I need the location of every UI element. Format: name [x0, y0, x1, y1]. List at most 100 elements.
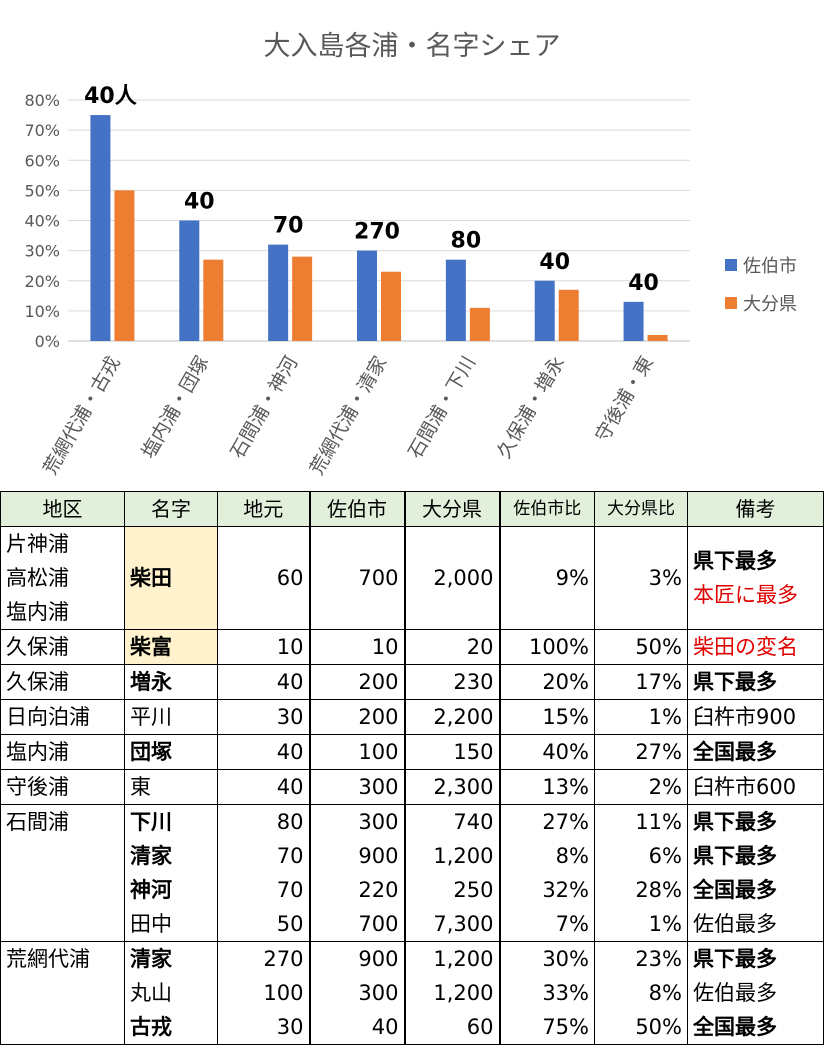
- cell-note: 全国最多: [687, 873, 824, 907]
- cell-saiki: 700: [308, 526, 406, 630]
- cell-name: 下川: [124, 804, 218, 839]
- cell-saiki-ratio: 13%: [499, 769, 595, 805]
- table-header-row: 地区 名字 地元 佐伯市 大分県 佐伯市比 大分県比 備考: [0, 491, 824, 527]
- cell-saiki-ratio: 40%: [499, 734, 595, 770]
- cell-saiki: 700: [308, 907, 406, 942]
- cell-line: 県下最多: [693, 947, 777, 971]
- header-oita-ratio: 大分県比: [594, 491, 688, 527]
- cell-oita-ratio: 27%: [594, 734, 688, 770]
- cell-name: 古戎: [124, 1010, 218, 1045]
- cell-line: 本匠に最多: [693, 583, 798, 607]
- bar-saiki: [623, 301, 644, 341]
- bar-oita: [292, 256, 313, 341]
- table-row: 清家 70 900 1,200 8% 6% 県下最多: [0, 839, 824, 873]
- cell-name: 清家: [124, 839, 218, 873]
- y-tick-label: 30%: [24, 242, 60, 261]
- cell-area: [0, 1010, 125, 1045]
- y-tick-label: 0%: [35, 332, 60, 351]
- cell-note: 全国最多: [687, 1010, 824, 1045]
- header-saiki-ratio: 佐伯市比: [499, 491, 595, 527]
- cell-saiki: 300: [308, 976, 406, 1010]
- cell-saiki: 900: [308, 839, 406, 873]
- data-label: 40人: [84, 84, 137, 109]
- legend-swatch: [725, 297, 737, 309]
- cell-local: 80: [217, 804, 310, 839]
- bar-saiki: [179, 220, 200, 341]
- cell-name: 丸山: [124, 976, 218, 1010]
- table-row: 久保浦 増永 40 200 230 20% 17% 県下最多: [0, 664, 824, 700]
- surname-table: 地区 名字 地元 佐伯市 大分県 佐伯市比 大分県比 備考 片神浦 高松浦 塩内浦柴…: [0, 491, 824, 1045]
- cell-area: [0, 839, 125, 873]
- cell-local: 100: [217, 976, 310, 1010]
- cell-oita: 1,200: [403, 941, 501, 976]
- table-row: 塩内浦 団塚 40 100 150 40% 27% 全国最多: [0, 734, 824, 770]
- legend-label: 佐伯市: [743, 256, 797, 277]
- bars: [90, 115, 668, 341]
- cell-oita: 1,200: [403, 839, 501, 873]
- header-area: 地区: [0, 491, 125, 527]
- cell-line: 久保浦: [6, 635, 69, 659]
- cell-saiki-ratio: 15%: [499, 699, 595, 735]
- data-label: 80: [451, 229, 482, 254]
- cell-line: 県下最多: [693, 670, 777, 694]
- table-row: 守後浦 東 40 300 2,300 13% 2% 臼杵市600: [0, 769, 824, 805]
- y-axis-ticks: 0% 10% 20% 30% 40% 50% 60% 70% 80%: [24, 91, 60, 351]
- cell-local: 40: [217, 734, 310, 770]
- cell-local: 60: [217, 526, 310, 630]
- cell-saiki-ratio: 75%: [499, 1010, 595, 1045]
- cell-area: 塩内浦: [0, 734, 125, 770]
- cell-oita-ratio: 1%: [594, 907, 688, 942]
- cell-line: 臼杵市900: [693, 705, 797, 729]
- cell-line: 高松浦: [6, 566, 69, 590]
- cell-line: 臼杵市600: [693, 775, 797, 799]
- cell-area: 日向泊浦: [0, 699, 125, 735]
- bar-saiki: [268, 244, 289, 341]
- cell-saiki: 220: [308, 873, 406, 907]
- cell-oita: 230: [403, 664, 501, 700]
- cell-line: 全国最多: [693, 740, 777, 764]
- bar-oita: [114, 190, 135, 341]
- cell-local: 70: [217, 839, 310, 873]
- cell-oita-ratio: 23%: [594, 941, 688, 976]
- y-tick-label: 80%: [24, 91, 60, 110]
- cell-local: 70: [217, 873, 310, 907]
- data-label: 40: [628, 271, 659, 296]
- cell-saiki: 200: [308, 699, 406, 735]
- cell-note: 県下最多: [687, 839, 824, 873]
- cell-name: 柴富: [124, 629, 218, 665]
- cell-note: 県下最多: [687, 941, 824, 976]
- bar-saiki: [90, 115, 111, 341]
- cell-line: 塩内浦: [6, 600, 69, 624]
- cell-saiki: 200: [308, 664, 406, 700]
- cell-line: 佐伯最多: [693, 981, 777, 1005]
- cell-local: 50: [217, 907, 310, 942]
- cell-line: 片神浦: [6, 532, 69, 556]
- cell-note: 県下最多 本匠に最多: [687, 526, 824, 630]
- data-labels: 40人 40 70 270 80 40 40: [84, 84, 659, 296]
- cell-area: [0, 907, 125, 942]
- cell-local: 40: [217, 664, 310, 700]
- cell-note: 県下最多: [687, 664, 824, 700]
- cell-area: [0, 976, 125, 1010]
- cell-area: [0, 873, 125, 907]
- table-row: 田中 50 700 7,300 7% 1% 佐伯最多: [0, 907, 824, 942]
- cell-area: 久保浦: [0, 629, 125, 665]
- cell-oita-ratio: 17%: [594, 664, 688, 700]
- cell-oita: 60: [403, 1010, 501, 1045]
- cell-name: 柴田: [124, 526, 218, 630]
- cell-saiki-ratio: 30%: [499, 941, 595, 976]
- cell-saiki-ratio: 7%: [499, 907, 595, 942]
- cell-local: 30: [217, 1010, 310, 1045]
- header-local: 地元: [217, 491, 310, 527]
- cell-saiki-ratio: 8%: [499, 839, 595, 873]
- cell-note: 県下最多: [687, 804, 824, 839]
- cell-saiki: 300: [308, 804, 406, 839]
- cell-line: 県下最多: [693, 810, 777, 834]
- cell-area: 久保浦: [0, 664, 125, 700]
- bar-oita: [381, 271, 401, 341]
- cell-line: 全国最多: [693, 878, 777, 902]
- header-name: 名字: [124, 491, 218, 527]
- cell-saiki-ratio: 100%: [499, 629, 595, 665]
- cell-line: 石間浦: [6, 810, 69, 834]
- cell-name: 田中: [124, 907, 218, 942]
